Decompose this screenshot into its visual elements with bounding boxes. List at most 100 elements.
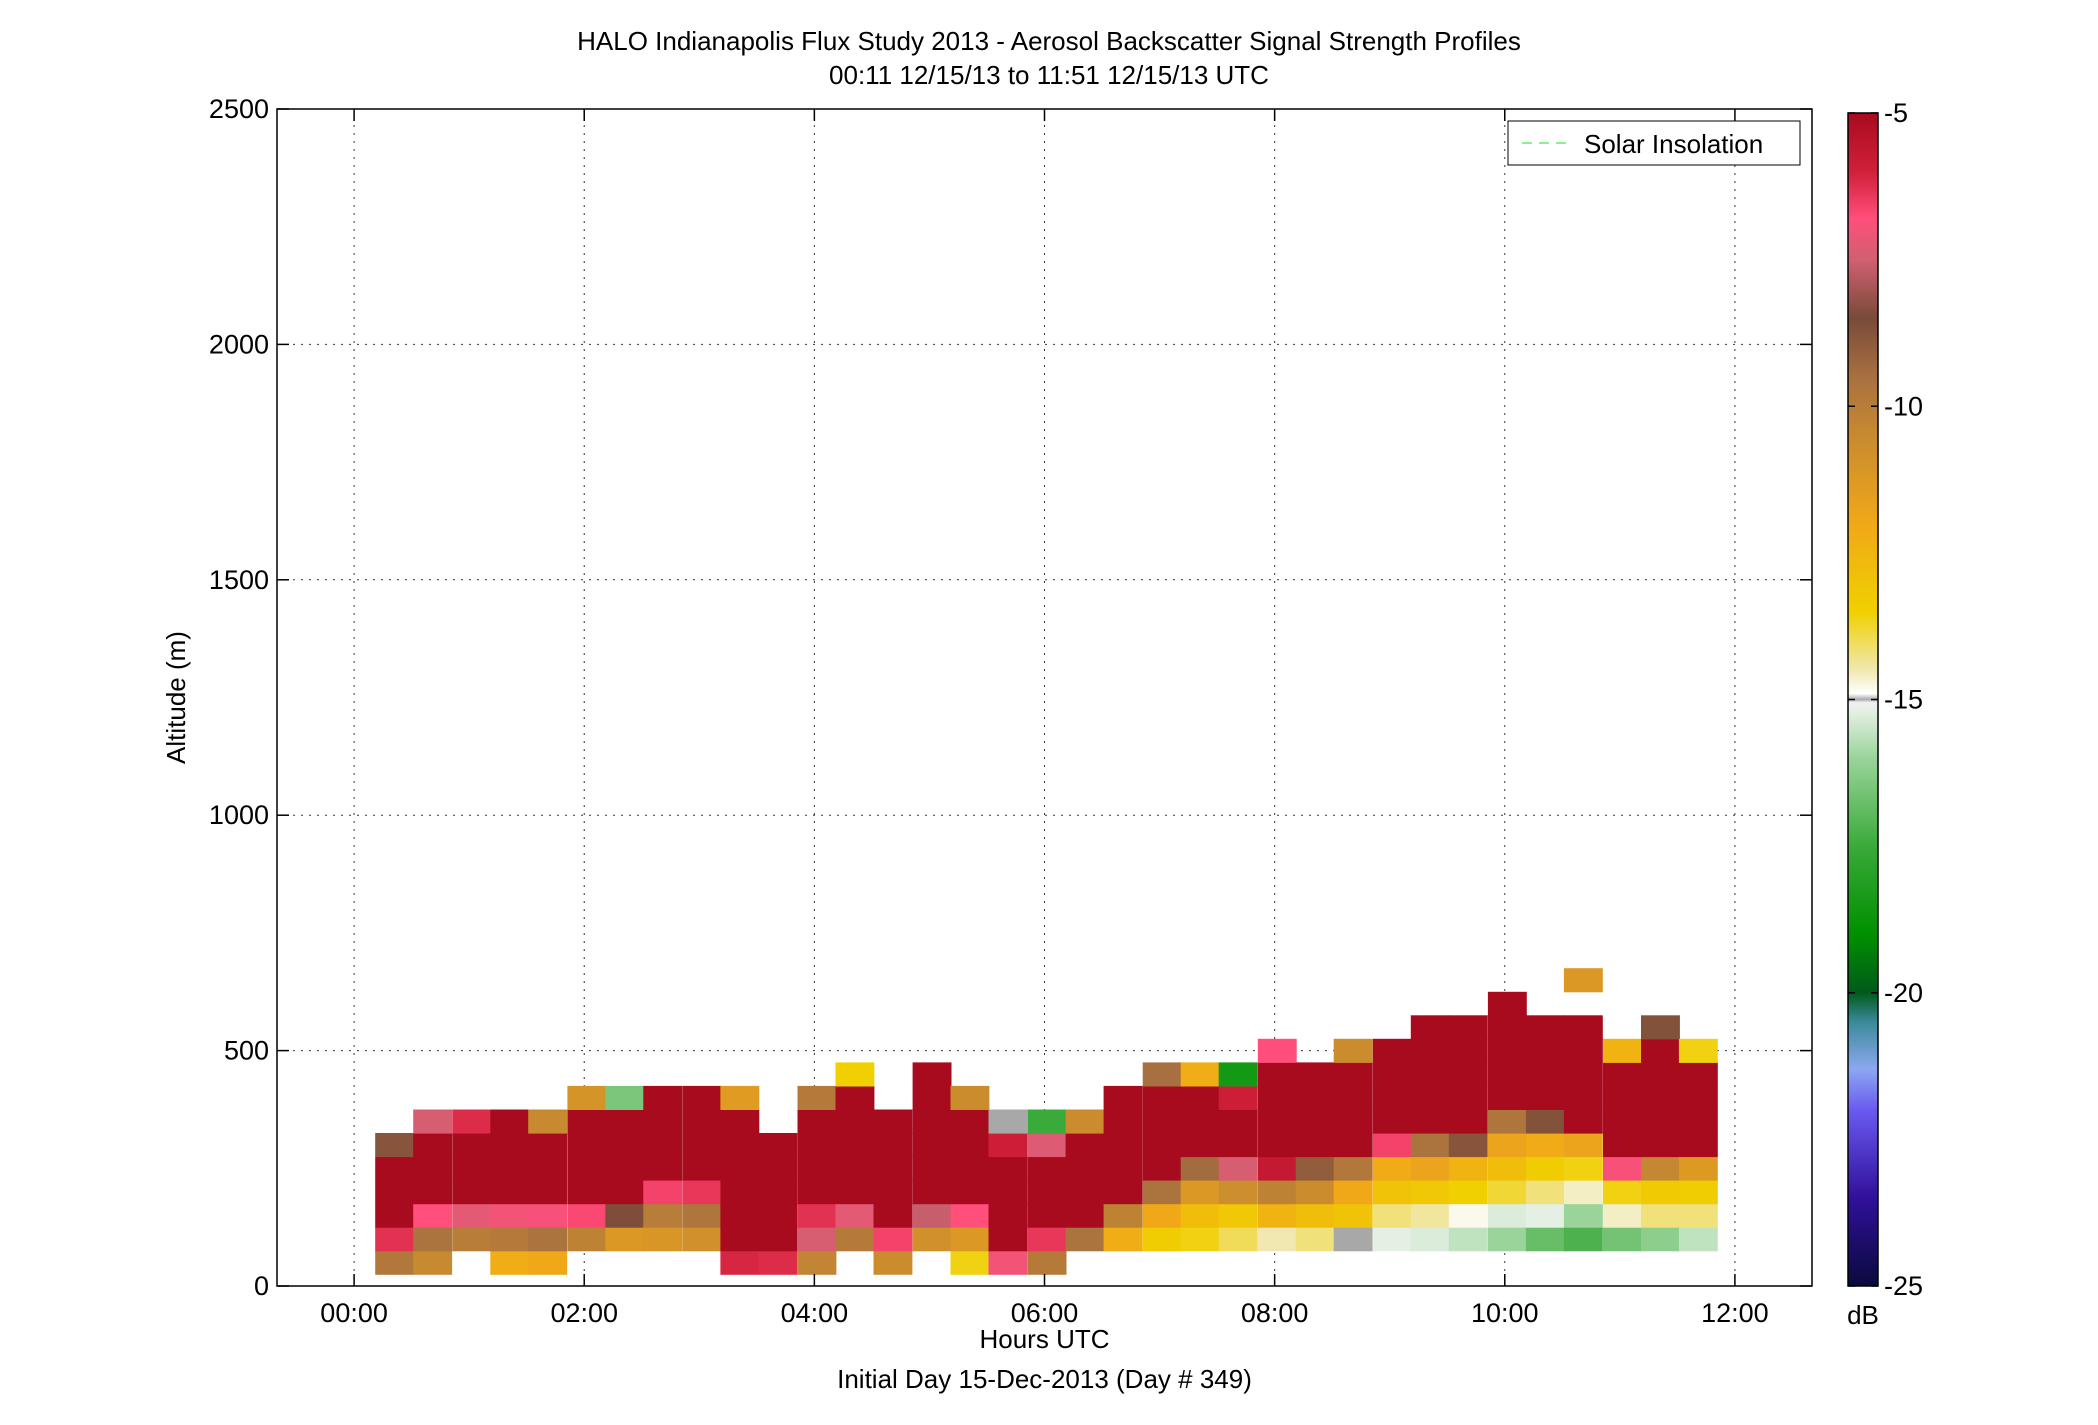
heatmap-cell	[1027, 1109, 1067, 1134]
heatmap-cell	[988, 1156, 1028, 1181]
heatmap-cell	[643, 1156, 683, 1181]
heatmap-cell	[1641, 1038, 1680, 1063]
heatmap-cell	[682, 1156, 722, 1181]
heatmap-cell	[1525, 1015, 1565, 1040]
x-tick-labels: 00:00 02:00 04:00 06:00 08:00 10:00 12:00	[320, 1298, 1768, 1328]
heatmap-cell	[720, 1250, 760, 1275]
x-tick-label: 02:00	[550, 1298, 618, 1328]
heatmap-cell	[1448, 1227, 1488, 1252]
heatmap-cell	[567, 1156, 607, 1181]
heatmap-cell	[1448, 1203, 1488, 1228]
heatmap-cell	[1142, 1085, 1182, 1110]
heatmap-cell	[1487, 1180, 1527, 1205]
heatmap-cell	[1641, 1180, 1680, 1205]
chart-subtitle: 00:11 12/15/13 to 11:51 12/15/13 UTC	[829, 60, 1269, 90]
heatmap-cell	[682, 1180, 722, 1205]
heatmap-cell	[797, 1203, 837, 1228]
heatmap-cell	[1603, 1227, 1642, 1252]
y-tick-label: 2000	[209, 329, 269, 359]
heatmap-cell	[490, 1180, 530, 1205]
heatmap-cell	[1295, 1062, 1335, 1087]
y-tick-labels: 0 500 1000 1500 2000 2500	[209, 94, 269, 1301]
heatmap-cell	[528, 1156, 568, 1181]
axis-ticks	[277, 108, 1812, 1287]
heatmap-cell	[1372, 1038, 1412, 1063]
heatmap-cell	[1142, 1180, 1182, 1205]
heatmap-cell	[490, 1133, 530, 1158]
colorbar-tick-label: -25	[1884, 1271, 1923, 1301]
heatmap-cell	[452, 1109, 492, 1134]
heatmap-cell	[1487, 1015, 1527, 1040]
heatmap-cell	[1333, 1180, 1373, 1205]
heatmap-cell	[1563, 1085, 1603, 1110]
heatmap-cell	[1333, 1133, 1373, 1158]
heatmap-cell	[758, 1203, 798, 1228]
heatmap-cell	[567, 1227, 607, 1252]
heatmap-cell	[1410, 1015, 1450, 1040]
y-tick-label: 2500	[209, 94, 269, 124]
heatmap-cell	[452, 1227, 492, 1252]
heatmap-cell	[1333, 1203, 1373, 1228]
heatmap-cell	[720, 1085, 760, 1110]
x-tick-label: 08:00	[1241, 1298, 1309, 1328]
heatmap-cell	[1410, 1133, 1450, 1158]
heatmap-cell	[528, 1227, 568, 1252]
heatmap-cell	[1448, 1015, 1488, 1040]
heatmap-cell	[835, 1062, 875, 1087]
heatmap-cell	[720, 1203, 760, 1228]
heatmap-cell	[1295, 1180, 1335, 1205]
heatmap-cell	[490, 1203, 530, 1228]
heatmap-cell	[1218, 1133, 1258, 1158]
heatmap-cell	[1641, 1085, 1680, 1110]
heatmap-cell	[797, 1180, 837, 1205]
heatmap-cell	[758, 1156, 798, 1181]
heatmap-cell	[1603, 1156, 1642, 1181]
heatmap-cell	[950, 1156, 990, 1181]
heatmap-cell	[912, 1203, 952, 1228]
heatmap-cell	[1603, 1085, 1642, 1110]
heatmap-cell	[1410, 1109, 1450, 1134]
heatmap-cell	[835, 1085, 875, 1110]
heatmap-cell	[1448, 1038, 1488, 1063]
heatmap-cell	[1410, 1038, 1450, 1063]
x-axis-sublabel: Initial Day 15-Dec-2013 (Day # 349)	[837, 1364, 1252, 1394]
heatmap-cell	[528, 1109, 568, 1134]
y-tick-label: 1000	[209, 800, 269, 830]
heatmap-cell	[1678, 1156, 1718, 1181]
heatmap-cell	[912, 1109, 952, 1134]
heatmap-cell	[988, 1203, 1028, 1228]
heatmap-cell	[950, 1250, 990, 1275]
heatmap-cell	[1257, 1109, 1297, 1134]
heatmap-cell	[1448, 1180, 1488, 1205]
heatmap-cell	[797, 1250, 837, 1275]
heatmap-cell	[375, 1180, 415, 1205]
heatmap-cell	[643, 1133, 683, 1158]
heatmap-cell	[1678, 1062, 1718, 1087]
heatmap-cell	[912, 1180, 952, 1205]
heatmap-cell	[528, 1250, 568, 1275]
heatmap-cell	[1525, 1133, 1565, 1158]
heatmap-cell	[797, 1109, 837, 1134]
heatmap-cell	[1487, 991, 1527, 1016]
heatmap-cell	[490, 1109, 530, 1134]
heatmap-cell	[1641, 1062, 1680, 1087]
heatmap-cell	[1180, 1156, 1220, 1181]
heatmap-cell	[1563, 1180, 1603, 1205]
heatmap-cell	[1372, 1085, 1412, 1110]
heatmap-cell	[1563, 1227, 1603, 1252]
heatmap-cell	[375, 1133, 415, 1158]
heatmap-cell	[1257, 1180, 1297, 1205]
heatmap-cell	[1065, 1227, 1105, 1252]
heatmap-cell	[1563, 1015, 1603, 1040]
heatmap-cell	[1641, 1156, 1680, 1181]
heatmap-cell	[1142, 1227, 1182, 1252]
heatmap-cell	[1448, 1062, 1488, 1087]
heatmap-cell	[413, 1109, 453, 1134]
heatmap-cell	[1218, 1062, 1258, 1087]
heatmap-cell	[1678, 1133, 1718, 1158]
legend: Solar Insolation	[1507, 120, 1801, 166]
heatmap-cell	[1678, 1180, 1718, 1205]
heatmap-cell	[1641, 1203, 1680, 1228]
heatmap-cell	[413, 1156, 453, 1181]
